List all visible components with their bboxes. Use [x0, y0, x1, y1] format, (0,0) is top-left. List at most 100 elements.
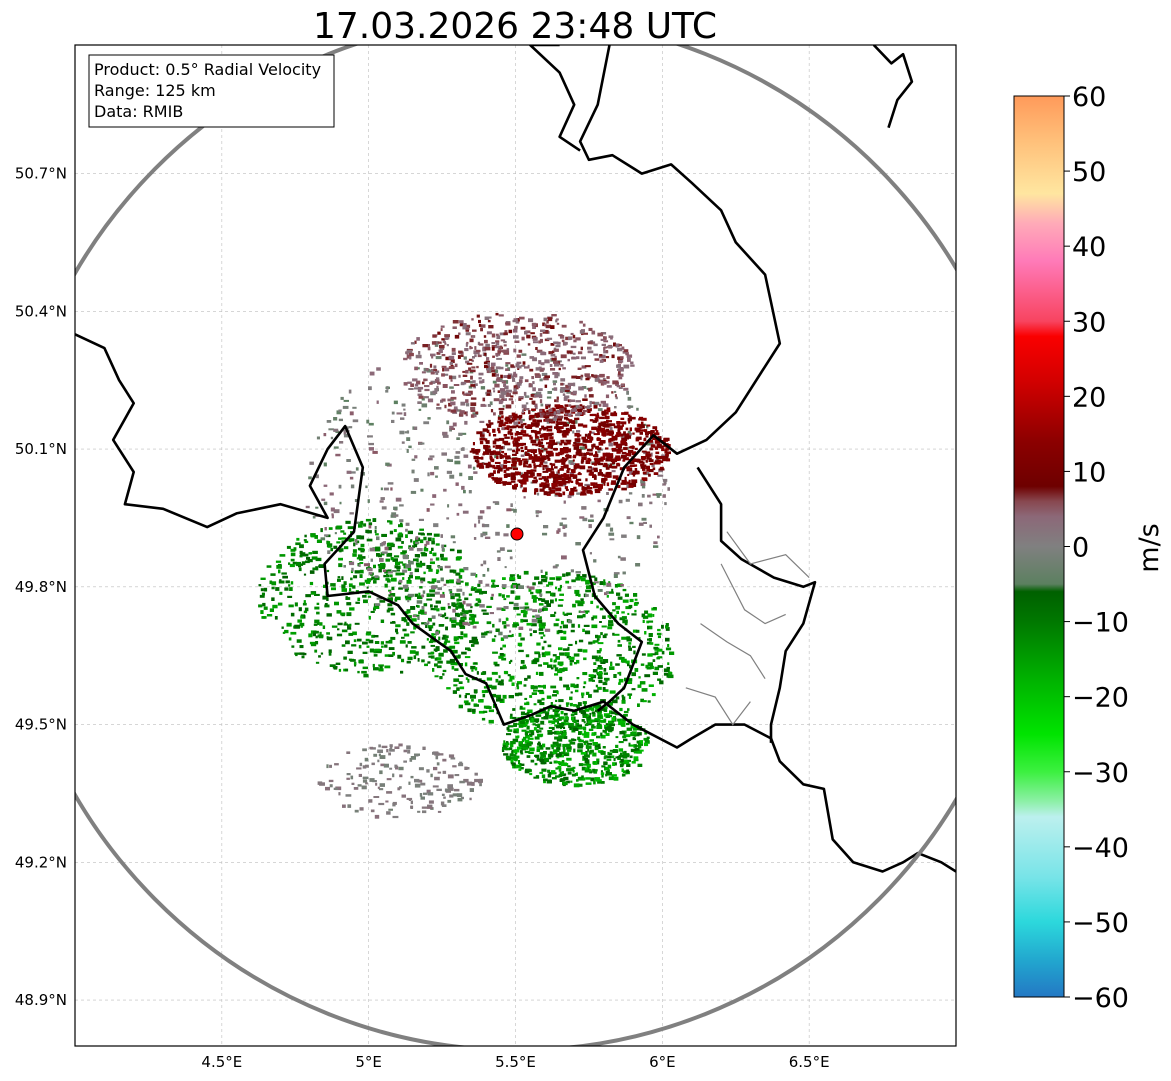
x-axis-ticks: 4.5°E 5°E 5.5°E 6°E 6.5°E	[201, 1053, 829, 1071]
echo-gate	[294, 602, 298, 607]
echo-gate	[465, 700, 468, 704]
echo-gate	[608, 620, 614, 624]
echo-gate	[423, 536, 427, 541]
echo-gate	[464, 766, 468, 770]
echo-gate	[537, 492, 540, 496]
echo-gate	[609, 426, 613, 430]
echo-gate	[414, 383, 419, 387]
echo-gate	[566, 612, 572, 615]
echo-gate	[556, 476, 562, 480]
echo-gate	[549, 439, 555, 443]
echo-gate	[569, 472, 575, 476]
echo-gate	[509, 675, 515, 680]
echo-gate	[557, 766, 562, 769]
echo-gate	[557, 587, 562, 592]
echo-gate	[323, 484, 328, 487]
echo-gate	[596, 428, 599, 432]
echo-gate	[572, 476, 577, 479]
echo-gate	[633, 756, 639, 760]
echo-gate	[341, 588, 347, 592]
echo-gate	[409, 650, 416, 654]
echo-gate	[558, 451, 565, 455]
echo-gate	[603, 761, 608, 766]
echo-gate	[469, 380, 474, 384]
echo-gate	[369, 746, 374, 750]
echo-gate	[555, 743, 562, 747]
echo-gate	[441, 338, 445, 341]
echo-gate	[468, 617, 475, 621]
echo-gate	[382, 569, 387, 573]
echo-gate	[652, 671, 658, 675]
echo-gate	[535, 391, 542, 396]
echo-gate	[511, 682, 515, 686]
echo-gate	[532, 456, 538, 460]
echo-gate	[508, 679, 513, 682]
echo-gate	[433, 751, 439, 754]
echo-gate	[454, 460, 461, 465]
echo-gate	[426, 638, 429, 641]
echo-gate	[639, 740, 643, 743]
echo-gate	[527, 449, 532, 452]
echo-gate	[522, 433, 528, 437]
echo-gate	[540, 414, 544, 418]
echo-gate	[578, 576, 583, 579]
echo-gate	[566, 454, 570, 457]
echo-gate	[485, 464, 490, 469]
echo-gate	[349, 471, 356, 474]
echo-gate	[595, 482, 598, 486]
echo-gate	[563, 730, 567, 733]
echo-gate	[408, 798, 411, 801]
echo-gate	[305, 505, 310, 509]
echo-gate	[498, 437, 505, 441]
echo-gate	[656, 632, 662, 636]
echo-gate	[509, 743, 514, 748]
echo-gate	[556, 441, 561, 445]
echo-gate	[648, 633, 653, 637]
echo-gate	[447, 787, 454, 791]
echo-gate	[427, 581, 430, 584]
echo-gate	[418, 592, 421, 597]
echo-gate	[510, 364, 514, 368]
echo-gate	[479, 437, 484, 441]
echo-gate	[475, 598, 481, 601]
echo-gate	[459, 323, 465, 327]
echo-gate	[591, 711, 596, 714]
echo-gate	[526, 471, 531, 475]
echo-gate	[314, 606, 320, 610]
echo-gate	[503, 635, 509, 639]
echo-gate	[591, 616, 594, 621]
echo-gate	[591, 624, 598, 629]
echo-gate	[544, 384, 548, 388]
echo-gate	[532, 685, 538, 689]
echo-gate	[552, 565, 558, 569]
echo-gate	[407, 567, 412, 571]
echo-gate	[504, 436, 510, 439]
echo-gate	[534, 651, 540, 654]
echo-gate	[636, 535, 641, 540]
echo-gate	[437, 587, 442, 591]
echo-gate	[596, 638, 600, 641]
echo-gate	[565, 716, 569, 720]
echo-gate	[362, 748, 367, 752]
echo-gate	[538, 689, 544, 693]
echo-gate	[592, 419, 598, 423]
echo-gate	[414, 568, 419, 573]
echo-gate	[650, 452, 653, 457]
echo-gate	[463, 411, 467, 415]
echo-gate	[436, 407, 442, 410]
echo-gate	[562, 458, 568, 462]
echo-gate	[601, 481, 605, 485]
echo-gate	[372, 663, 375, 668]
echo-gate	[451, 623, 456, 628]
echo-gate	[442, 758, 447, 762]
echo-gate	[654, 666, 660, 671]
echo-gate	[581, 456, 587, 460]
echo-gate	[617, 373, 624, 377]
echo-gate	[536, 711, 543, 714]
echo-gate	[600, 732, 603, 737]
echo-gate	[556, 410, 561, 414]
echo-gate	[609, 438, 614, 441]
echo-gate	[379, 558, 384, 562]
